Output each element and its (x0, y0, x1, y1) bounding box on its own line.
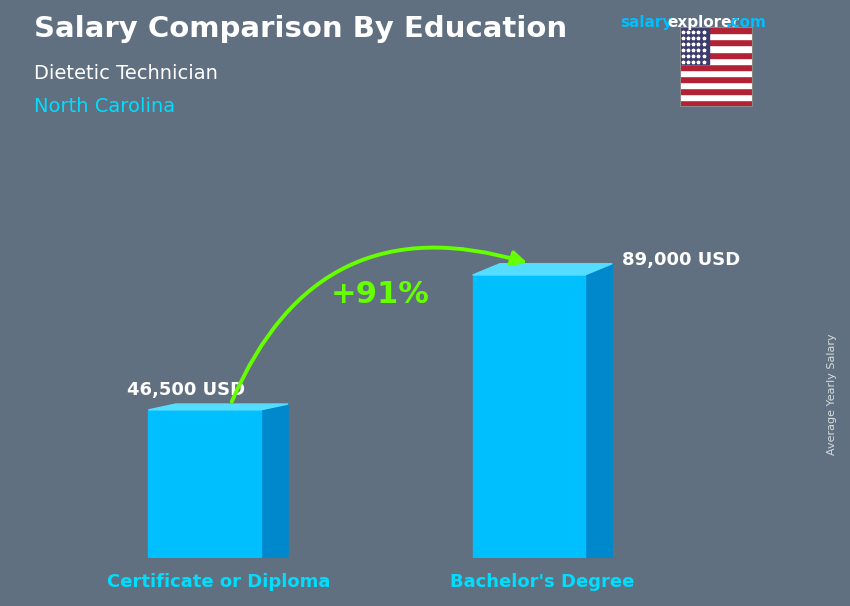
Bar (680, 39, 752, 45)
Text: Average Yearly Salary: Average Yearly Salary (827, 333, 837, 454)
Bar (680, 33, 752, 39)
Text: .com: .com (725, 15, 766, 30)
Polygon shape (261, 404, 288, 558)
Text: +91%: +91% (331, 281, 430, 309)
Polygon shape (473, 264, 612, 275)
Bar (680, 100, 752, 106)
Bar (680, 45, 752, 52)
Text: explorer: explorer (667, 15, 740, 30)
Text: Salary Comparison By Education: Salary Comparison By Education (34, 15, 567, 43)
Bar (473, 275, 585, 558)
Bar (680, 88, 752, 94)
Text: Dietetic Technician: Dietetic Technician (34, 64, 218, 82)
Text: Bachelor's Degree: Bachelor's Degree (450, 573, 635, 591)
Text: North Carolina: North Carolina (34, 97, 175, 116)
Polygon shape (585, 264, 612, 558)
Bar (680, 82, 752, 88)
Bar (680, 94, 752, 100)
Bar (680, 52, 752, 58)
Bar (680, 64, 752, 70)
Bar (680, 76, 752, 82)
Text: 46,500 USD: 46,500 USD (127, 381, 245, 399)
Text: 89,000 USD: 89,000 USD (621, 251, 740, 268)
Bar (680, 58, 752, 64)
Text: Certificate or Diploma: Certificate or Diploma (106, 573, 330, 591)
Bar (680, 27, 709, 64)
Bar (149, 410, 261, 558)
Polygon shape (149, 404, 288, 410)
Text: salary: salary (620, 15, 673, 30)
Bar (680, 70, 752, 76)
Bar (680, 27, 752, 33)
